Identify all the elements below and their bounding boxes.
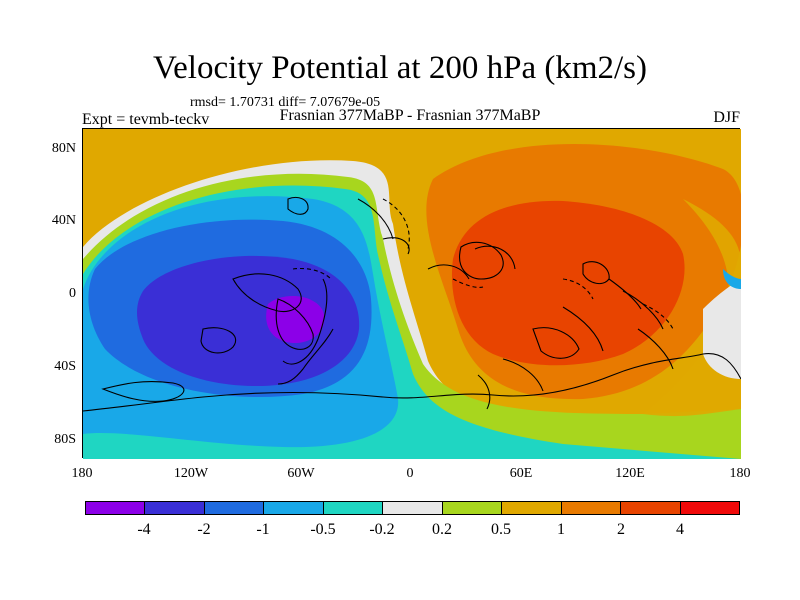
- plot-title: Velocity Potential at 200 hPa (km2/s): [152, 50, 648, 86]
- period-label: Frasnian 377MaBP - Frasnian 377MaBP: [279, 107, 541, 124]
- colorbar-box: [502, 502, 562, 514]
- contour-neg-east: [723, 269, 741, 289]
- season-label: DJF: [713, 109, 740, 126]
- lat-tick-80n: 80N: [51, 141, 76, 156]
- lat-tick-40n: 40N: [51, 213, 76, 228]
- colorbar: [85, 501, 740, 515]
- lat-tick-80s: 80S: [54, 432, 76, 447]
- colorbar-box: [561, 502, 622, 514]
- dashed-boundaries: [292, 198, 674, 330]
- colorbar-label: 4: [676, 521, 684, 538]
- lon-tick-120w: 120W: [173, 466, 209, 481]
- lon-tick-180e: 180: [729, 466, 751, 481]
- colorbar-label: -1: [256, 521, 270, 538]
- colorbar-box: [621, 502, 681, 514]
- lon-tick-0: 0: [406, 466, 414, 481]
- colorbar-box: [204, 502, 265, 514]
- rmsd-diff-stats: rmsd= 1.70731 diff= 7.07679e-05: [190, 95, 381, 110]
- colorbar-box: [442, 502, 503, 514]
- colorbar-box: [264, 502, 324, 514]
- lon-tick-60w: 60W: [287, 466, 315, 481]
- lon-tick-60e: 60E: [509, 466, 533, 481]
- contour-2: [451, 200, 685, 366]
- colorbar-box: [145, 502, 205, 514]
- colorbar-label: 1: [557, 521, 565, 538]
- experiment-label: Expt = tevmb-teckv: [82, 111, 210, 128]
- contour-neg-4: [266, 295, 325, 344]
- colorbar-label: 0.5: [491, 521, 511, 538]
- colorbar-box: [323, 502, 384, 514]
- lat-tick-40s: 40S: [54, 359, 76, 374]
- colorbar-box: [383, 502, 443, 514]
- colorbar-label: 0.2: [432, 521, 452, 538]
- lon-tick-120e: 120E: [615, 466, 645, 481]
- colorbar-box: [680, 502, 739, 514]
- coastlines: [83, 196, 741, 412]
- lat-tick-0: 0: [69, 286, 76, 301]
- colorbar-box: [86, 502, 146, 514]
- colorbar-label: -0.5: [310, 521, 336, 538]
- colorbar-label: -0.2: [369, 521, 395, 538]
- velocity-potential-map: [82, 128, 741, 459]
- colorbar-label: 2: [617, 521, 625, 538]
- colorbar-label: -4: [137, 521, 151, 538]
- contour-neg-2: [137, 255, 360, 387]
- colorbar-label: -2: [197, 521, 211, 538]
- lon-tick-180w: 180: [71, 466, 93, 481]
